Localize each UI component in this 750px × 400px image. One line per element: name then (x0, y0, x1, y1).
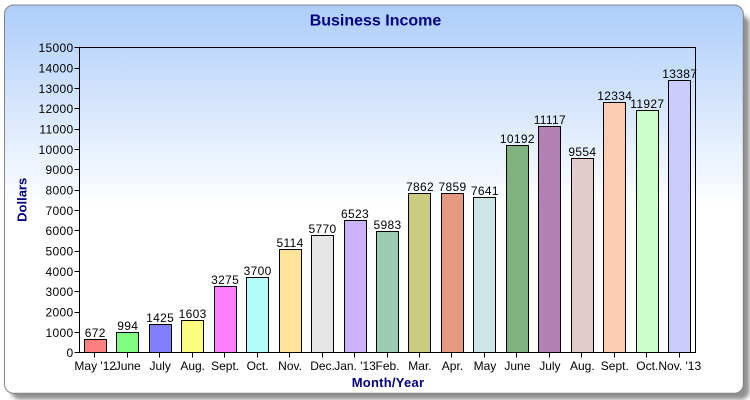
svg-text:13387: 13387 (662, 67, 697, 81)
svg-text:7862: 7862 (406, 180, 434, 194)
svg-text:11117: 11117 (534, 113, 566, 127)
svg-text:July: July (539, 359, 560, 373)
svg-text:4000: 4000 (45, 265, 73, 279)
svg-text:994: 994 (117, 319, 138, 333)
svg-text:Jan. '13: Jan. '13 (334, 359, 376, 373)
svg-text:10000: 10000 (38, 143, 73, 157)
svg-text:Month/Year: Month/Year (352, 375, 425, 390)
svg-text:672: 672 (85, 326, 106, 340)
svg-text:Mar.: Mar. (408, 359, 431, 373)
svg-text:10192: 10192 (500, 132, 535, 146)
svg-text:15000: 15000 (38, 41, 73, 55)
svg-text:3275: 3275 (211, 273, 239, 287)
svg-text:Feb.: Feb. (375, 359, 399, 373)
svg-text:Aug.: Aug. (570, 359, 595, 373)
svg-text:14000: 14000 (38, 62, 73, 76)
svg-text:11927: 11927 (630, 97, 664, 111)
svg-text:7000: 7000 (45, 204, 73, 218)
svg-text:Sept.: Sept. (211, 359, 239, 373)
svg-text:2000: 2000 (45, 306, 73, 320)
svg-text:0: 0 (66, 346, 73, 360)
svg-text:Oct.: Oct. (247, 359, 269, 373)
svg-text:Sept.: Sept. (601, 359, 629, 373)
svg-text:11000: 11000 (39, 123, 73, 137)
svg-text:9000: 9000 (45, 163, 73, 177)
svg-text:12334: 12334 (597, 89, 632, 103)
svg-text:5770: 5770 (309, 222, 337, 236)
svg-text:Business Income: Business Income (310, 12, 442, 29)
svg-text:7859: 7859 (438, 180, 466, 194)
svg-text:3000: 3000 (45, 285, 73, 299)
svg-text:July: July (150, 359, 171, 373)
svg-text:Dec.: Dec. (310, 359, 335, 373)
svg-text:5114: 5114 (277, 236, 304, 250)
svg-text:6000: 6000 (45, 224, 73, 238)
svg-text:6523: 6523 (341, 207, 369, 221)
svg-text:1603: 1603 (179, 307, 207, 321)
svg-text:Nov.: Nov. (278, 359, 302, 373)
svg-text:5983: 5983 (373, 218, 401, 232)
svg-text:Nov. '13: Nov. '13 (658, 359, 701, 373)
svg-text:Oct.: Oct. (636, 359, 658, 373)
svg-text:June: June (504, 359, 530, 373)
svg-text:1000: 1000 (45, 326, 73, 340)
svg-text:1425: 1425 (146, 311, 174, 325)
svg-text:7641: 7641 (471, 184, 499, 198)
svg-text:8000: 8000 (45, 184, 73, 198)
svg-text:13000: 13000 (38, 82, 73, 96)
svg-text:9554: 9554 (568, 145, 596, 159)
svg-text:12000: 12000 (38, 102, 73, 116)
svg-text:May: May (474, 359, 497, 373)
svg-text:Dollars: Dollars (15, 178, 30, 222)
svg-text:May '12: May '12 (74, 359, 116, 373)
svg-text:3700: 3700 (244, 264, 272, 278)
svg-text:Apr.: Apr. (442, 359, 463, 373)
svg-text:Aug.: Aug. (180, 359, 205, 373)
svg-text:June: June (115, 359, 141, 373)
svg-text:5000: 5000 (45, 245, 73, 259)
